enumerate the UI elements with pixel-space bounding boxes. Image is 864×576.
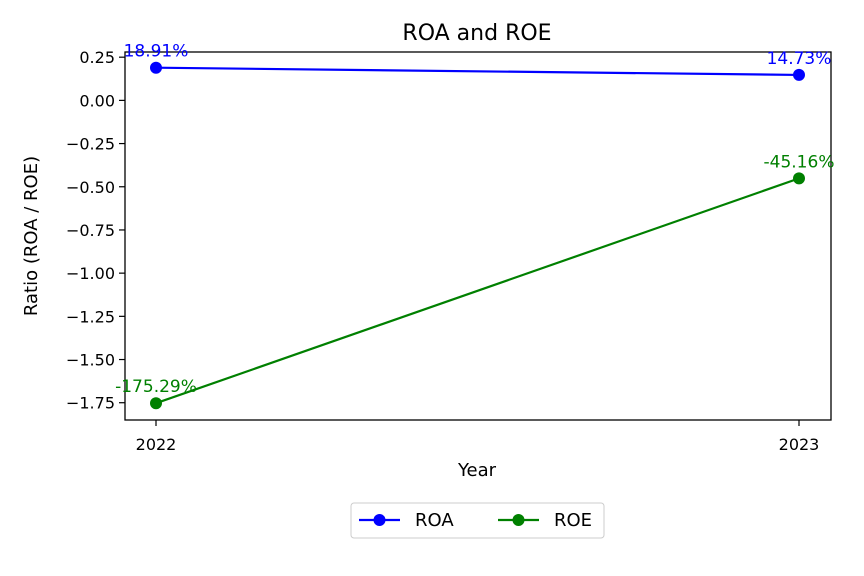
- legend-marker: [512, 514, 525, 526]
- legend-label: ROE: [554, 510, 592, 531]
- legend: ROA ROE: [350, 502, 605, 539]
- data-label-roe: -175.29%: [115, 377, 197, 397]
- data-point-roe: [793, 172, 805, 185]
- y-tick-label: −0.75: [66, 221, 115, 240]
- legend-marker: [373, 514, 386, 526]
- y-tick-label: 0.00: [79, 91, 115, 110]
- y-axis-label: Ratio (ROA / ROE): [21, 156, 42, 316]
- data-label-roa: 14.73%: [767, 49, 832, 69]
- x-axis: 2022 2023: [136, 420, 820, 454]
- data-label-roe: -45.16%: [764, 152, 835, 172]
- y-tick-label: 0.25: [79, 48, 115, 67]
- y-axis: 0.25 0.00 −0.25 −0.50 −0.75 −1.00 −1.25 −1.50 −1…: [66, 48, 125, 413]
- series-roa: 18.91% 14.73%: [124, 42, 832, 81]
- y-tick-label: −0.50: [66, 178, 115, 197]
- data-point-roa: [793, 68, 805, 81]
- data-point-roa: [150, 61, 162, 74]
- legend-item-roe: ROE: [498, 510, 592, 531]
- y-tick-label: −1.50: [66, 351, 115, 370]
- data-point-roe: [150, 397, 162, 410]
- x-tick-label: 2022: [136, 435, 177, 454]
- y-tick-label: −1.75: [66, 394, 115, 413]
- series-line-roa: [155, 66, 800, 77]
- legend-label: ROA: [415, 510, 454, 531]
- series-line-roe: [155, 177, 800, 405]
- chart-title: ROA and ROE: [402, 21, 551, 46]
- y-tick-label: −1.00: [66, 264, 115, 283]
- legend-box: [350, 502, 605, 539]
- series-layer: 18.91% 14.73% -175.29% -45.16%: [115, 42, 834, 410]
- y-tick-label: −0.25: [66, 135, 115, 154]
- x-tick-label: 2023: [779, 435, 820, 454]
- legend-item-roa: ROA: [359, 510, 454, 531]
- series-roe: -175.29% -45.16%: [115, 152, 835, 410]
- plot-area: [124, 51, 832, 421]
- y-tick-label: −1.25: [66, 307, 115, 326]
- data-label-roa: 18.91%: [124, 42, 189, 62]
- x-axis-label: Year: [457, 460, 497, 481]
